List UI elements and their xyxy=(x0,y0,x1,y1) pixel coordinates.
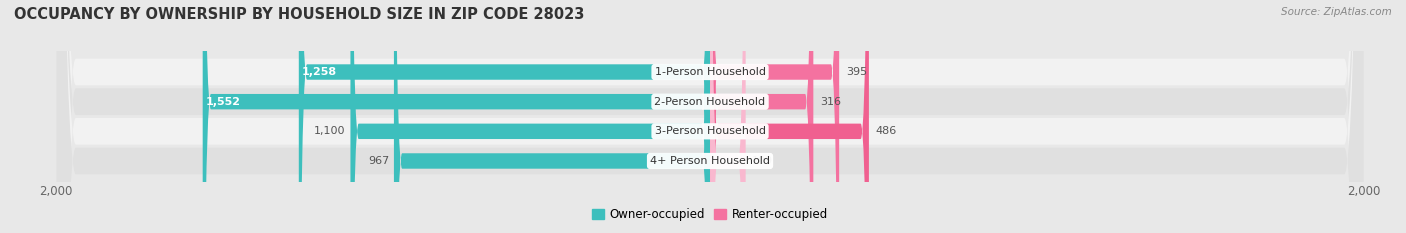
FancyBboxPatch shape xyxy=(56,0,1364,233)
FancyBboxPatch shape xyxy=(710,0,813,233)
FancyBboxPatch shape xyxy=(299,0,710,233)
Text: 109: 109 xyxy=(752,156,773,166)
FancyBboxPatch shape xyxy=(202,0,710,233)
Text: 967: 967 xyxy=(368,156,389,166)
FancyBboxPatch shape xyxy=(350,0,710,233)
FancyBboxPatch shape xyxy=(710,0,839,233)
Text: OCCUPANCY BY OWNERSHIP BY HOUSEHOLD SIZE IN ZIP CODE 28023: OCCUPANCY BY OWNERSHIP BY HOUSEHOLD SIZE… xyxy=(14,7,585,22)
Legend: Owner-occupied, Renter-occupied: Owner-occupied, Renter-occupied xyxy=(586,203,834,225)
FancyBboxPatch shape xyxy=(56,0,1364,233)
Text: 4+ Person Household: 4+ Person Household xyxy=(650,156,770,166)
Text: 1,100: 1,100 xyxy=(314,126,346,136)
Text: 486: 486 xyxy=(876,126,897,136)
Text: 1-Person Household: 1-Person Household xyxy=(655,67,765,77)
Text: 395: 395 xyxy=(845,67,868,77)
Text: 1,552: 1,552 xyxy=(205,97,240,107)
Text: 2-Person Household: 2-Person Household xyxy=(654,97,766,107)
Text: 316: 316 xyxy=(820,97,841,107)
Text: Source: ZipAtlas.com: Source: ZipAtlas.com xyxy=(1281,7,1392,17)
FancyBboxPatch shape xyxy=(710,0,745,233)
Text: 1,258: 1,258 xyxy=(302,67,337,77)
FancyBboxPatch shape xyxy=(56,0,1364,233)
Text: 3-Person Household: 3-Person Household xyxy=(655,126,765,136)
FancyBboxPatch shape xyxy=(394,0,710,233)
FancyBboxPatch shape xyxy=(56,0,1364,233)
FancyBboxPatch shape xyxy=(710,0,869,233)
